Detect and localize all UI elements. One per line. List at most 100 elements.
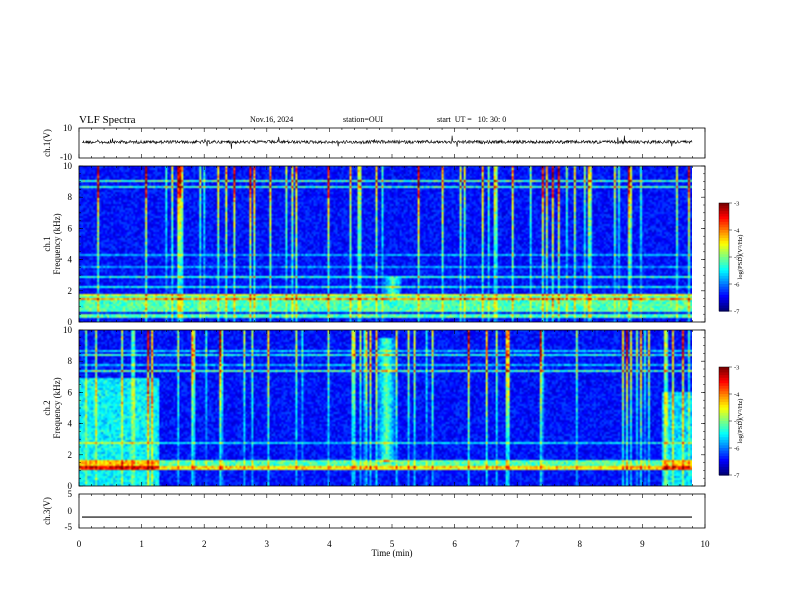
ch2-colorbar-step xyxy=(719,472,729,476)
ch1-colorbar-tick-label: -4 xyxy=(734,228,740,235)
ch2-colorbar-tick-label: -7 xyxy=(734,473,740,480)
ch2-colorbar-step xyxy=(719,383,729,387)
ch1-colorbar-step xyxy=(719,254,729,258)
ch1-spectrogram-panel: ch.1 Frequency (kHz) xyxy=(42,165,706,323)
ch1-colorbar-step xyxy=(719,262,729,266)
figure-title: VLF Spectra xyxy=(79,114,136,126)
ch3-waveform-panel: 5 -5 ch.3(V) xyxy=(42,489,706,532)
ch1-colorbar-step xyxy=(719,248,729,253)
x-tick-label: 9 xyxy=(640,539,645,549)
ch1-colorbar-step xyxy=(719,230,729,234)
ch1-colorbar-step xyxy=(719,257,729,261)
ch2-colorbar-step xyxy=(719,367,729,371)
ch1-colorbar-step xyxy=(719,297,729,301)
ch2-colorbar-tick-label: -6 xyxy=(734,446,740,453)
ch2-colorbar-step xyxy=(719,404,729,409)
ch1-waveform-ylabel: ch.1(V) xyxy=(42,129,52,157)
ch1-colorbar-step xyxy=(719,243,729,247)
panel-ticks xyxy=(78,128,706,528)
ch2-colorbar-step xyxy=(719,421,729,425)
ch1-colorbar-step xyxy=(719,211,729,215)
ch2-colorbar-step xyxy=(719,429,729,433)
ch1-colorbar-step xyxy=(719,203,729,207)
ch2-colorbar-step xyxy=(719,469,729,473)
ch1-colorbar-label: log(PSD)(V²/Hz) xyxy=(737,235,744,280)
ch1-colorbar-step xyxy=(719,238,729,242)
ch2-colorbar-step xyxy=(719,412,729,417)
x-tick-label: 4 xyxy=(327,539,332,549)
ch2-colorbar-step xyxy=(719,399,729,403)
ch1-colorbar-step xyxy=(719,227,729,231)
ch2-spec-ytick-label: 2 xyxy=(68,450,73,460)
ch2-colorbar-step xyxy=(719,450,729,454)
ch2-colorbar-step xyxy=(719,388,729,392)
ch1-colorbar-step xyxy=(719,205,729,209)
ch2-spectrogram-panel: ch.2 Frequency (kHz) xyxy=(42,329,706,487)
ch1-colorbar-step xyxy=(719,270,729,274)
ch1-colorbar-step xyxy=(719,284,729,288)
ch2-colorbar-step xyxy=(719,464,729,468)
ch1-colorbar-step xyxy=(719,305,729,309)
ch1-colorbar-step xyxy=(719,251,729,255)
x-tick-label: 1 xyxy=(139,539,144,549)
ch2-colorbar-step xyxy=(719,372,729,376)
ch3-waveform-frame xyxy=(78,493,706,529)
x-tick-label: 10 xyxy=(701,539,711,549)
ch2-colorbar-step xyxy=(719,439,729,444)
ch1-colorbar-step xyxy=(719,265,729,269)
ch2-colorbar-step xyxy=(719,458,729,463)
ch2-colorbar-step xyxy=(719,466,729,471)
ch1-colorbar-step xyxy=(719,308,729,312)
ch1-colorbar-step xyxy=(719,289,729,293)
ch1-spec-ytick-label: 4 xyxy=(68,255,73,265)
ch2-colorbar-step xyxy=(719,445,729,449)
ch1-colorbar-step xyxy=(719,208,729,212)
ch2-colorbar-step xyxy=(719,391,729,395)
ch1-colorbar-step xyxy=(719,224,729,228)
ch1-colorbar-step xyxy=(719,302,729,307)
ch2-colorbar: -3 -4 -5 -6 -7 log(PSD)(V²/Hz) xyxy=(718,365,744,480)
ch1-colorbar-step xyxy=(719,232,729,236)
ch2-colorbar-step xyxy=(719,375,729,379)
ch1-colorbar-tick-label: -7 xyxy=(734,309,740,316)
ch1-spec-ytick-label: 0 xyxy=(68,317,73,327)
ch2-colorbar-step xyxy=(719,407,729,411)
ch2-spec-ytick-label: 10 xyxy=(63,325,73,335)
ch1-colorbar-step xyxy=(719,278,729,282)
ch2-spec-ytick-label: 8 xyxy=(68,356,73,366)
ch2-colorbar-step xyxy=(719,394,729,398)
ch2-colorbar-label: log(PSD)(V²/Hz) xyxy=(737,399,744,444)
ch1-colorbar-step xyxy=(719,281,729,285)
ch1-colorbar-tick-label: -6 xyxy=(734,282,740,289)
ch2-colorbar-tick-label: -3 xyxy=(734,365,739,372)
ch2-colorbar-step xyxy=(719,437,729,441)
x-tick-label: 3 xyxy=(265,539,270,549)
x-axis: 0 1 2 3 4 5 6 7 8 9 10 xyxy=(77,539,710,549)
x-tick-label: 7 xyxy=(515,539,520,549)
date-label: Nov.16, 2024 xyxy=(250,115,293,124)
ch2-colorbar-tick-label: -4 xyxy=(734,392,740,399)
station-label: station=OUI xyxy=(343,115,383,124)
ch1-colorbar-tick-label: -3 xyxy=(734,201,739,208)
x-tick-label: 8 xyxy=(578,539,583,549)
ch2-colorbar-step xyxy=(719,415,729,419)
ch2-colorbar-tick-label: -5 xyxy=(734,419,739,426)
ch2-colorbar-step xyxy=(719,453,729,457)
ch1-colorbar-step xyxy=(719,267,729,272)
ch1-spec-ytick-label: 8 xyxy=(68,192,73,202)
ch2-spec-ytick-label: 4 xyxy=(68,419,73,429)
ch2-colorbar-step xyxy=(719,434,729,438)
ch1-colorbar-step xyxy=(719,259,729,263)
ch1-colorbar-tick-label: -5 xyxy=(734,255,739,262)
ch1-spec-ytick-label: 10 xyxy=(63,161,73,171)
ch1-colorbar-step xyxy=(719,221,729,226)
ch1-spectrogram-image xyxy=(79,166,692,322)
x-axis-label: Time (min) xyxy=(372,548,413,558)
ch1-colorbar-step xyxy=(719,275,729,280)
ch2-colorbar-step xyxy=(719,410,729,414)
ch1-waveform-panel: 10 -10 ch.1(V) xyxy=(42,123,706,162)
ch1-ytick-top: 10 xyxy=(63,123,73,133)
ch2-colorbar-step xyxy=(719,431,729,436)
ch1-colorbar-step xyxy=(719,294,729,299)
